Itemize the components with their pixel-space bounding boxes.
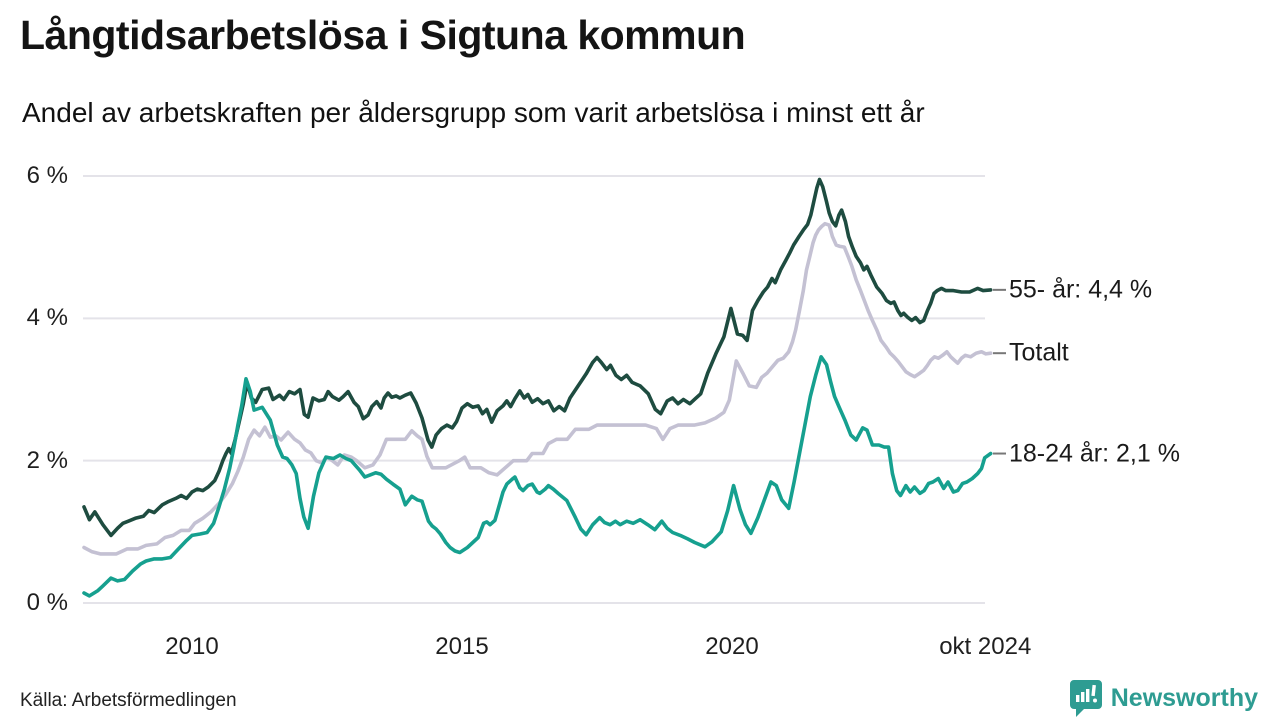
x-axis-tick-label: 2020 (705, 633, 759, 660)
series-end-label-Totalt: Totalt (1009, 338, 1069, 367)
series-end-label-18-24r: 18-24 år: 2,1 % (1009, 439, 1180, 468)
newsworthy-logo-icon (1069, 680, 1102, 717)
y-axis-tick-label: 6 % (26, 161, 68, 189)
series-line-18-24r (82, 354, 993, 598)
chart-title: Långtidsarbetslösa i Sigtuna kommun (20, 12, 746, 58)
series-end-label-55-r: 55- år: 4,4 % (1009, 275, 1153, 304)
y-axis-tick-label: 0 % (26, 589, 68, 616)
y-axis-tick-label: 2 % (26, 446, 68, 474)
source-note: Källa: Arbetsförmedlingen (20, 690, 237, 711)
x-axis-tick-label: okt 2024 (939, 633, 1032, 660)
newsworthy-brand-name: Newsworthy (1110, 683, 1258, 712)
series-line-Totalt (82, 221, 993, 556)
x-axis-tick-label: 2015 (435, 633, 489, 660)
series-line-55-r (82, 177, 993, 538)
x-axis-tick-label: 2010 (165, 633, 219, 660)
chart-subtitle: Andel av arbetskraften per åldersgrupp s… (22, 97, 925, 128)
newsworthy-brand: Newsworthy (1069, 678, 1258, 718)
y-axis-tick-label: 4 % (26, 304, 68, 332)
